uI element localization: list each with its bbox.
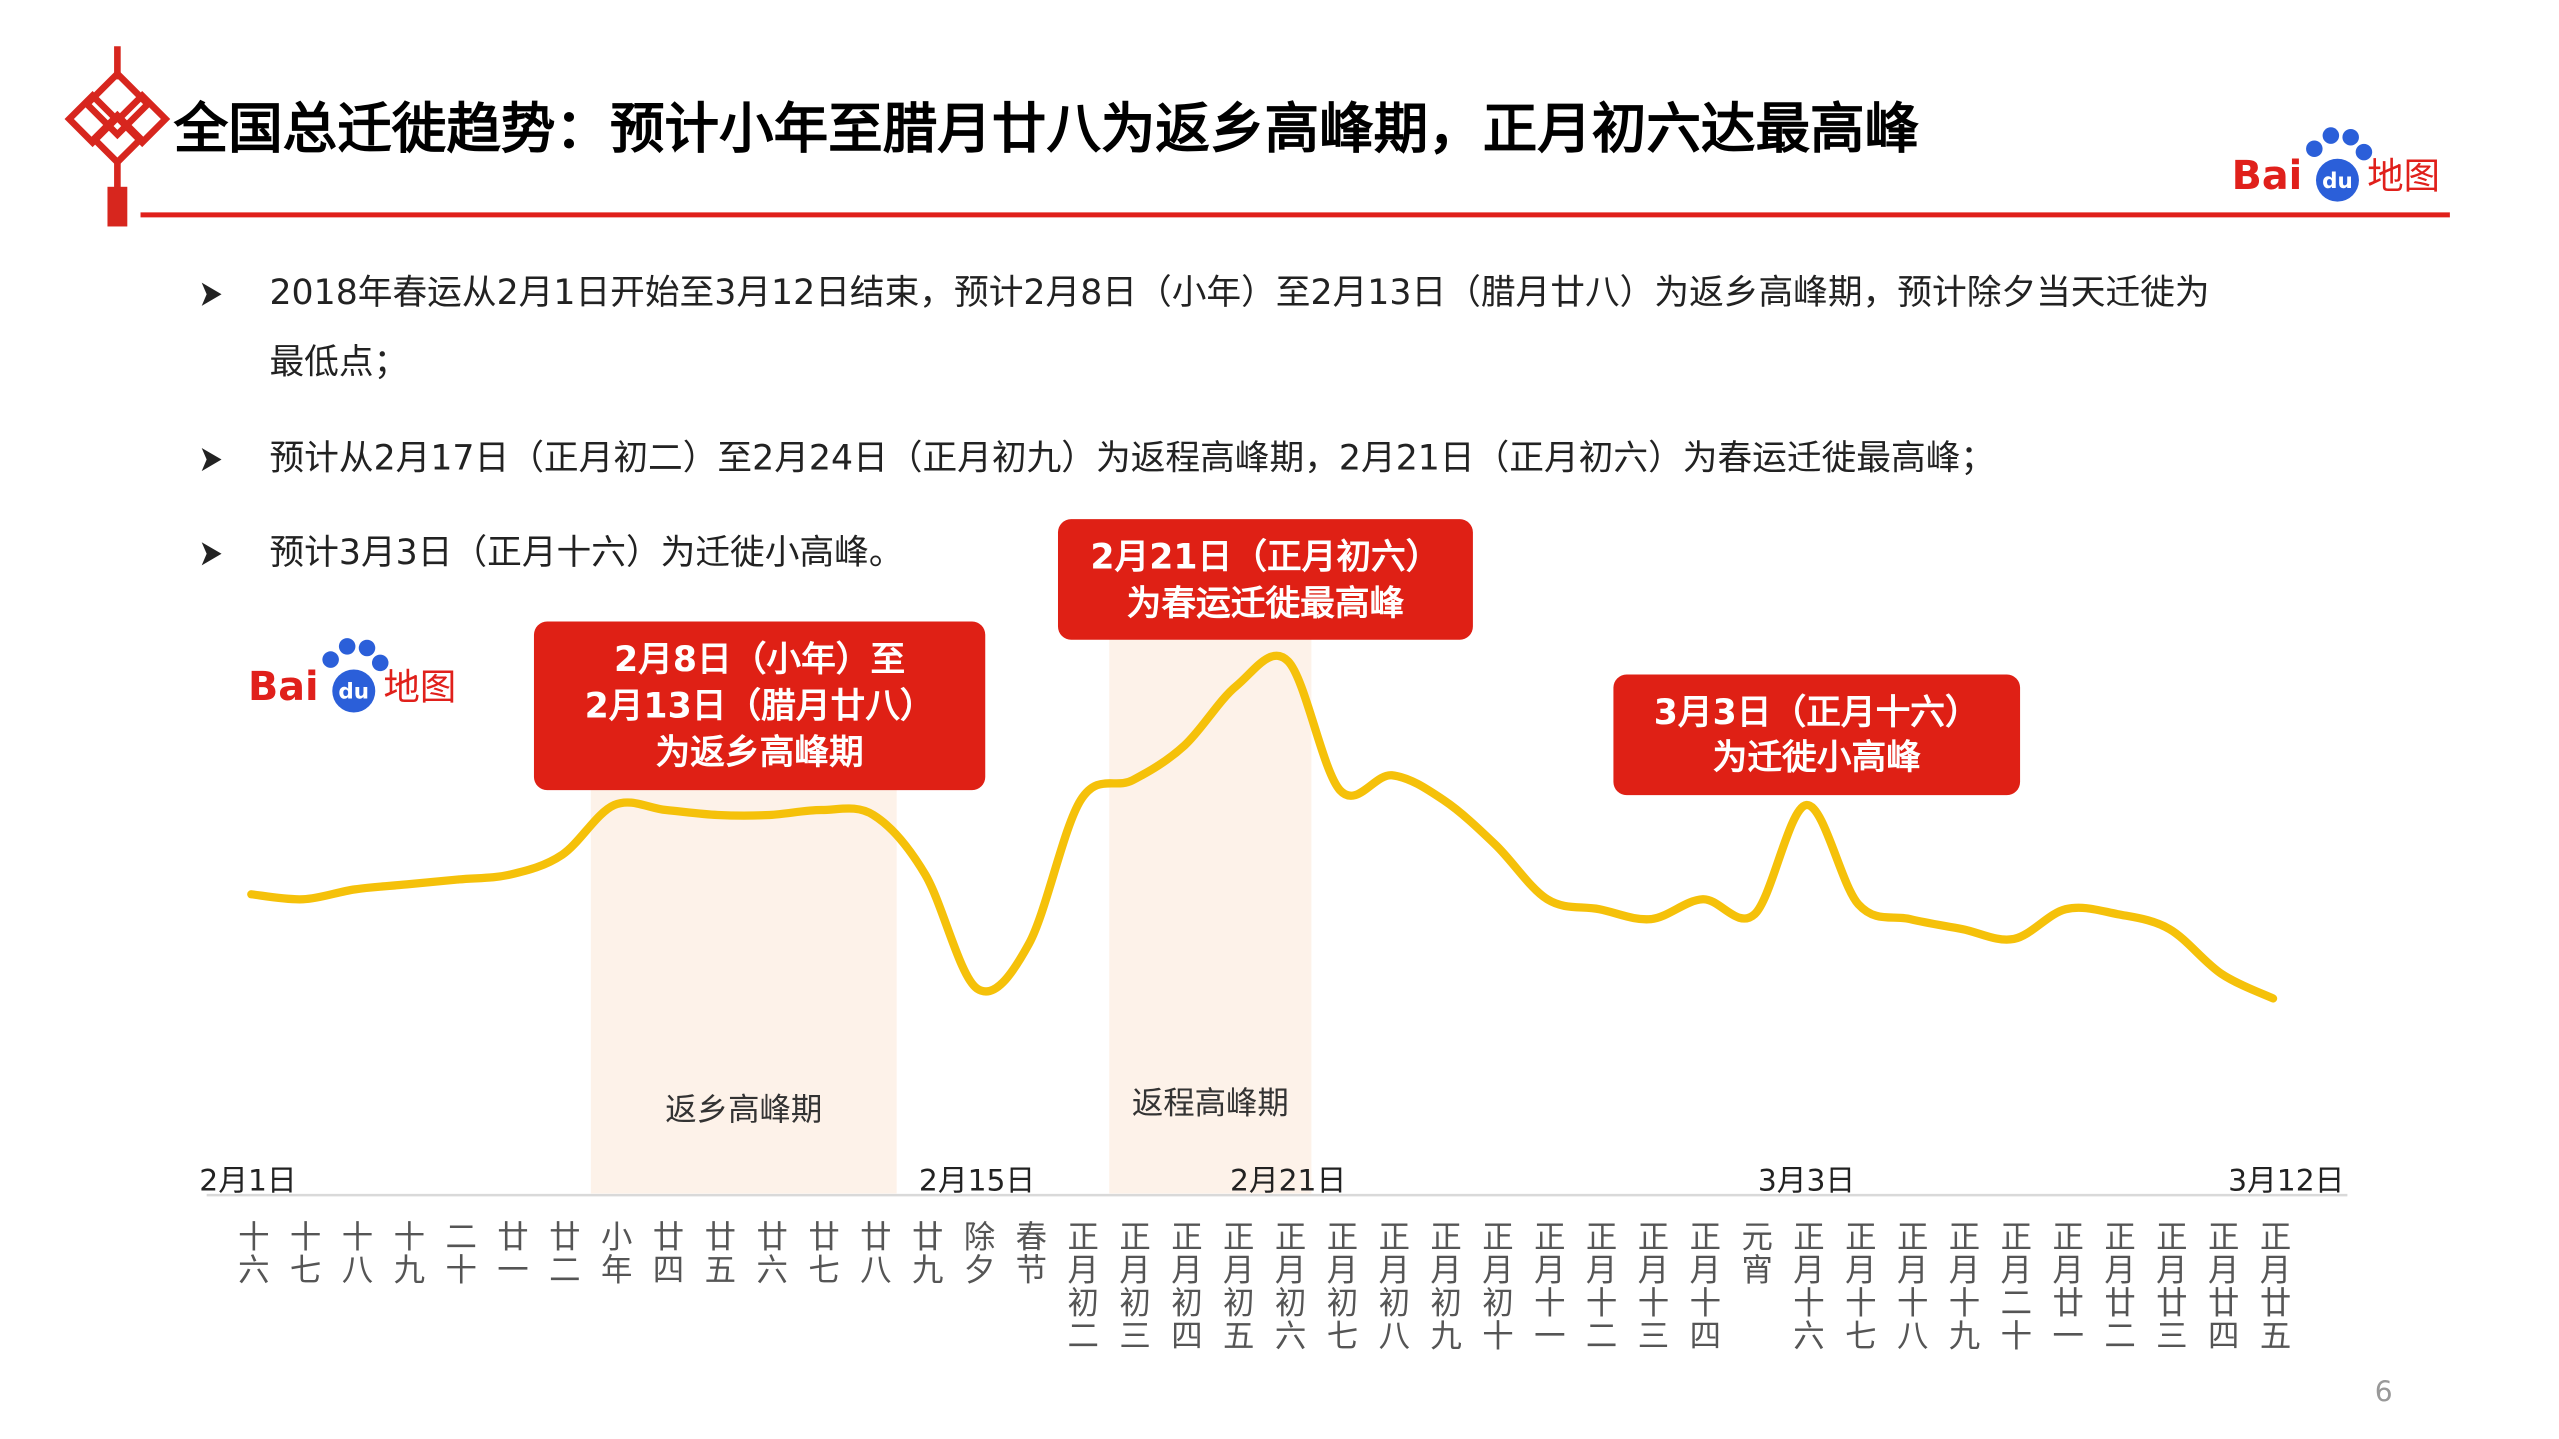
bullet-text: 最低点； (269, 343, 408, 383)
x-tick-label: 廿二 (544, 1220, 580, 1286)
x-tick-label: 正月初二 (1063, 1220, 1099, 1352)
x-tick-label: 正月二十 (1996, 1220, 2032, 1352)
x-tick-label: 正月初六 (1270, 1220, 1306, 1352)
bullet-marker (201, 282, 222, 306)
x-tick-label: 小年 (596, 1220, 632, 1286)
date-label: 3月12日 (2228, 1163, 2344, 1198)
logo-map: 地图 (384, 665, 457, 708)
trend-line (247, 651, 2278, 1003)
bullet-text: 预计3月3日（正月十六）为迁徙小高峰。 (269, 533, 903, 573)
x-tick-label: 十八 (337, 1220, 373, 1286)
x-tick-label: 廿一 (492, 1220, 528, 1286)
x-tick-label: 元宵 (1737, 1220, 1773, 1286)
x-tick-label: 春节 (1011, 1220, 1047, 1286)
x-tick-label: 正月廿三 (2151, 1220, 2187, 1352)
date-label: 2月15日 (919, 1163, 1035, 1198)
slide-title: 全国总迁徙趋势：预计小年至腊月廿八为返乡高峰期，正月初六达最高峰 (173, 96, 1920, 160)
x-tick-label: 正月十七 (1840, 1220, 1876, 1352)
callout-text: 2月13日（腊月廿八） (585, 687, 935, 727)
baidu-logo: Bai du 地图 (248, 638, 457, 713)
logo-du: du (2322, 169, 2353, 194)
x-tick-label: 除夕 (959, 1220, 995, 1286)
callout-box (533, 621, 986, 791)
x-tick-label: 正月廿四 (2203, 1220, 2239, 1352)
logo-du: du (338, 680, 369, 705)
x-tick-label: 廿六 (752, 1220, 788, 1286)
callout-box (1613, 674, 2021, 796)
x-tick-label: 十九 (389, 1220, 425, 1286)
date-label: 2月21日 (1230, 1163, 1346, 1198)
baidu-logo: Bai du 地图 (2232, 127, 2440, 202)
date-label: 2月1日 (199, 1163, 296, 1198)
bullet-text: 2018年春运从2月1日开始至3月12日结束，预计2月8日（小年）至2月13日（… (269, 273, 2209, 313)
band-label: 返程高峰期 (1132, 1085, 1289, 1121)
logo-map: 地图 (2367, 155, 2440, 198)
x-tick-label: 二十 (441, 1220, 477, 1286)
x-tick-label: 廿四 (648, 1220, 684, 1286)
x-tick-label: 廿九 (907, 1220, 943, 1286)
x-tick-label: 廿八 (855, 1220, 891, 1286)
callout-text: 为迁徙小高峰 (1713, 738, 1922, 778)
band-label: 返乡高峰期 (665, 1092, 822, 1128)
x-tick-label: 正月初三 (1115, 1220, 1151, 1352)
date-label: 3月3日 (1758, 1163, 1855, 1198)
logo-bai: Bai (2232, 153, 2303, 199)
x-tick-label: 正月十八 (1892, 1220, 1928, 1352)
x-tick-label: 正月十六 (1788, 1220, 1824, 1352)
x-tick-label: 正月初七 (1322, 1220, 1358, 1352)
callout-text: 为返乡高峰期 (655, 733, 863, 773)
x-tick-label: 正月十一 (1529, 1220, 1565, 1352)
callout-text: 为春运迁徙最高峰 (1127, 584, 1405, 624)
callout-text: 3月3日（正月十六） (1654, 693, 1980, 733)
page-number: 6 (2375, 1376, 2393, 1409)
x-tick-label: 廿七 (804, 1220, 840, 1286)
bullet-marker (201, 447, 222, 472)
callout-box (1057, 519, 1473, 640)
x-tick-label: 正月十四 (1685, 1220, 1721, 1352)
logo-bai: Bai (248, 664, 319, 710)
bullet-text: 预计从2月17日（正月初二）至2月24日（正月初九）为返程高峰期，2月21日（正… (269, 439, 1995, 479)
bullet-marker (201, 542, 222, 566)
peak-band (1109, 636, 1312, 1194)
x-tick-label: 正月初五 (1218, 1220, 1254, 1352)
callout-text: 2月21日（正月初六） (1090, 538, 1440, 578)
knot-decoration (64, 46, 171, 227)
x-tick-label: 正月初九 (1426, 1220, 1462, 1352)
x-tick-label: 正月十二 (1581, 1220, 1617, 1352)
callout-text: 2月8日（小年）至 (614, 640, 905, 680)
x-tick-label: 正月十九 (1944, 1220, 1980, 1352)
x-tick-label: 正月廿二 (2100, 1220, 2136, 1352)
x-tick-label: 正月初十 (1477, 1220, 1513, 1352)
x-tick-label: 十七 (285, 1220, 321, 1286)
x-tick-label: 正月廿五 (2255, 1220, 2291, 1352)
x-tick-label: 正月十三 (1633, 1220, 1669, 1352)
x-tick-label: 廿五 (700, 1220, 736, 1286)
x-tick-label: 正月初四 (1166, 1220, 1202, 1352)
x-tick-label: 正月初八 (1374, 1220, 1410, 1352)
x-tick-label: 十六 (233, 1220, 269, 1286)
x-tick-label: 正月廿一 (2048, 1220, 2084, 1352)
